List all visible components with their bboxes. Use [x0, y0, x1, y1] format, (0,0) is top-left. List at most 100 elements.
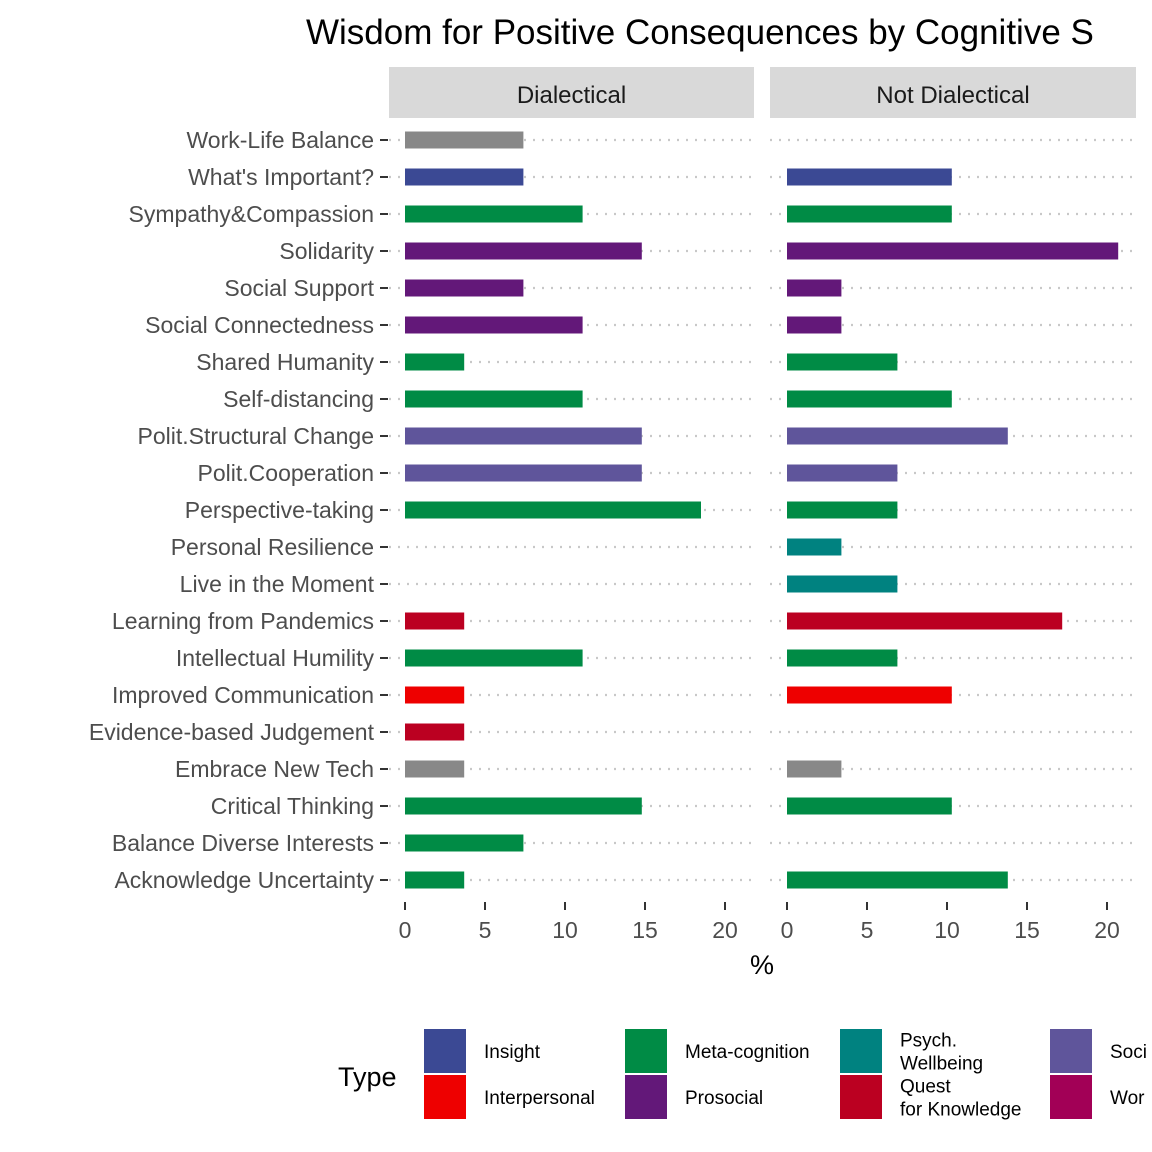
- bar-not-dialectical-solidarity: [787, 242, 1119, 260]
- bar-dialectical-what-s-important: [405, 168, 524, 186]
- category-labels: Work-Life Balance What's Important? Sympat…: [89, 127, 388, 893]
- legend-item-quest-for-knowledge: Quest for Knowledge: [840, 1075, 1021, 1121]
- panel-strip: [770, 67, 1136, 118]
- category-label-personal-resilience: Personal Resilience: [171, 534, 374, 560]
- x-tick-label: 0: [399, 917, 412, 943]
- x-tick-label: 15: [632, 917, 658, 943]
- bar-not-dialectical-shared-humanity: [787, 353, 898, 371]
- legend-item-interpersonal: Interpersonal: [424, 1075, 595, 1119]
- bar-not-dialectical-live-in-the-moment: [787, 575, 898, 593]
- category-label-sympathy-compassion: Sympathy&Compassion: [129, 201, 374, 227]
- legend-swatch: [1050, 1029, 1092, 1073]
- bar-dialectical-polit-cooperation: [405, 464, 642, 482]
- category-label-improved-communication: Improved Communication: [112, 682, 374, 708]
- bar-dialectical-improved-communication: [405, 686, 465, 704]
- bar-dialectical-perspective-taking: [405, 501, 701, 519]
- legend-label: Wor: [1110, 1088, 1145, 1109]
- bar-not-dialectical-improved-communication: [787, 686, 952, 704]
- panel-dialectical: Dialectical 0 5 10 15 20: [389, 67, 754, 943]
- category-label-self-distancing: Self-distancing: [223, 386, 374, 412]
- bar-dialectical-social-connectedness: [405, 316, 583, 334]
- legend-title: Type: [338, 1062, 397, 1092]
- category-label-live-in-the-moment: Live in the Moment: [180, 571, 375, 597]
- category-label-what-s-important: What's Important?: [188, 164, 374, 190]
- legend-label: Prosocial: [685, 1088, 763, 1109]
- x-tick-label: 20: [712, 917, 738, 943]
- bar-dialectical-self-distancing: [405, 390, 583, 408]
- bar-dialectical-solidarity: [405, 242, 642, 260]
- bar-not-dialectical-social-connectedness: [787, 316, 842, 334]
- legend-swatch: [625, 1029, 667, 1073]
- bar-dialectical-acknowledge-uncertainty: [405, 871, 465, 889]
- bar-not-dialectical-social-support: [787, 279, 842, 297]
- bar-not-dialectical-perspective-taking: [787, 501, 898, 519]
- bar-dialectical-sympathy-compassion: [405, 205, 583, 223]
- legend-item-meta-cognition: Meta-cognition: [625, 1029, 810, 1073]
- legend-swatch: [424, 1075, 466, 1119]
- x-axis-title: %: [750, 950, 774, 980]
- bar-not-dialectical-self-distancing: [787, 390, 952, 408]
- legend-label: Psych. Wellbeing: [900, 1031, 983, 1075]
- panel-strip-label: Dialectical: [517, 82, 626, 109]
- category-label-social-connectedness: Social Connectedness: [145, 312, 374, 338]
- panel-strip: [389, 67, 754, 118]
- legend-swatch: [840, 1029, 882, 1073]
- bar-not-dialectical-polit-cooperation: [787, 464, 898, 482]
- category-label-solidarity: Solidarity: [279, 238, 374, 264]
- legend-swatch: [1050, 1075, 1092, 1119]
- x-tick-label: 5: [479, 917, 492, 943]
- legend: Insight Interpersonal Meta-cognition Prosoc…: [424, 1029, 1147, 1121]
- bar-dialectical-learning-from-pandemics: [405, 612, 465, 630]
- category-label-learning-from-pandemics: Learning from Pandemics: [112, 608, 374, 634]
- legend-item-prosocial: Prosocial: [625, 1075, 763, 1119]
- category-label-shared-humanity: Shared Humanity: [196, 349, 374, 375]
- legend-item-soci: Soci: [1050, 1029, 1147, 1073]
- legend-label: Quest for Knowledge: [900, 1077, 1021, 1121]
- bar-not-dialectical-sympathy-compassion: [787, 205, 952, 223]
- legend-swatch: [625, 1075, 667, 1119]
- legend-label: Soci: [1110, 1042, 1147, 1063]
- category-label-acknowledge-uncertainty: Acknowledge Uncertainty: [114, 867, 374, 893]
- legend-item-wor: Wor: [1050, 1075, 1145, 1119]
- legend-label: Interpersonal: [484, 1088, 595, 1109]
- bar-dialectical-embrace-new-tech: [405, 760, 465, 778]
- category-label-evidence-based-judgement: Evidence-based Judgement: [89, 719, 375, 745]
- x-tick-label: 5: [861, 917, 874, 943]
- legend-swatch: [840, 1075, 882, 1119]
- x-tick-label: 20: [1094, 917, 1120, 943]
- legend-item-psych-wellbeing: Psych. Wellbeing: [840, 1029, 983, 1075]
- category-label-social-support: Social Support: [224, 275, 374, 301]
- chart-title: Wisdom for Positive Consequences by Cogn…: [306, 13, 1094, 52]
- bar-dialectical-polit-structural-change: [405, 427, 642, 445]
- category-label-balance-diverse-interests: Balance Diverse Interests: [112, 830, 374, 856]
- bar-dialectical-balance-diverse-interests: [405, 834, 524, 852]
- category-label-critical-thinking: Critical Thinking: [211, 793, 374, 819]
- bar-dialectical-evidence-based-judgement: [405, 723, 465, 741]
- bar-not-dialectical-critical-thinking: [787, 797, 952, 815]
- bar-dialectical-social-support: [405, 279, 524, 297]
- x-tick-label: 10: [552, 917, 578, 943]
- x-tick-label: 0: [781, 917, 794, 943]
- bar-dialectical-work-life-balance: [405, 131, 524, 149]
- category-label-intellectual-humility: Intellectual Humility: [176, 645, 375, 671]
- bar-not-dialectical-what-s-important: [787, 168, 952, 186]
- legend-label: Insight: [484, 1042, 541, 1063]
- bar-not-dialectical-polit-structural-change: [787, 427, 1008, 445]
- bar-dialectical-intellectual-humility: [405, 649, 583, 667]
- bar-not-dialectical-intellectual-humility: [787, 649, 898, 667]
- bar-dialectical-critical-thinking: [405, 797, 642, 815]
- bar-not-dialectical-personal-resilience: [787, 538, 842, 556]
- x-tick-label: 10: [934, 917, 960, 943]
- bar-not-dialectical-learning-from-pandemics: [787, 612, 1063, 630]
- legend-swatch: [424, 1029, 466, 1073]
- panel-strip-label: Not Dialectical: [876, 82, 1029, 109]
- category-label-work-life-balance: Work-Life Balance: [187, 127, 375, 153]
- panel-not-dialectical: Not Dialectical 0 5 10 15 20: [770, 67, 1136, 943]
- legend-item-insight: Insight: [424, 1029, 541, 1073]
- legend-label: Meta-cognition: [685, 1042, 810, 1063]
- category-label-polit-cooperation: Polit.Cooperation: [198, 460, 374, 486]
- bar-dialectical-shared-humanity: [405, 353, 465, 371]
- category-label-embrace-new-tech: Embrace New Tech: [175, 756, 374, 782]
- bar-not-dialectical-embrace-new-tech: [787, 760, 842, 778]
